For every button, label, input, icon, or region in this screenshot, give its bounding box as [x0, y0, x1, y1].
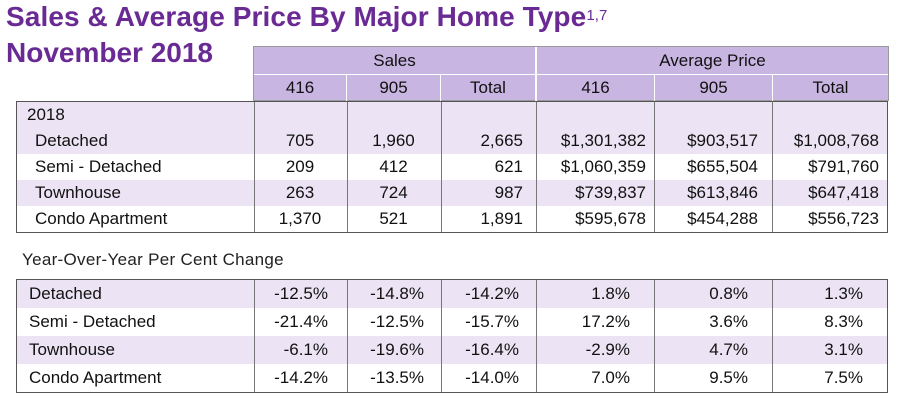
- cell-sales-905: 1,960: [372, 131, 415, 150]
- cell-sales-416: 705: [285, 131, 315, 150]
- cell-sales-905: -14.8%: [370, 284, 424, 303]
- cell-price-905: 4.7%: [709, 340, 748, 359]
- row-label: Semi - Detached: [35, 157, 162, 176]
- table-row: Townhouse -6.1% -19.6% -16.4% -2.9% 4.7%…: [17, 336, 887, 364]
- table-row: Condo Apartment -14.2% -13.5% -14.0% 7.0…: [17, 364, 887, 392]
- year-row: 2018: [17, 102, 887, 128]
- header-col-sales-total: Total: [470, 78, 506, 97]
- cell-price-total: $1,008,768: [793, 131, 879, 150]
- cell-price-416: 1.8%: [591, 284, 630, 303]
- page-subtitle: November 2018: [6, 37, 214, 68]
- cell-sales-total: -14.0%: [465, 368, 519, 387]
- cell-sales-905: -13.5%: [370, 368, 424, 387]
- cell-price-416: -2.9%: [585, 340, 630, 359]
- cell-price-416: $1,060,359: [560, 157, 646, 176]
- row-label: Semi - Detached: [29, 312, 156, 331]
- cell-sales-total: 1,891: [480, 209, 523, 228]
- page-title: Sales & Average Price By Major Home Type…: [6, 0, 607, 34]
- cell-price-905: 9.5%: [709, 368, 748, 387]
- cell-sales-total: -15.7%: [465, 312, 519, 331]
- title-footnote: 1,7: [586, 7, 608, 24]
- table-row: Condo Apartment 1,370 521 1,891 $595,678…: [17, 206, 887, 232]
- row-label: Detached: [29, 284, 102, 303]
- cell-price-905: 3.6%: [709, 312, 748, 331]
- cell-price-416: $595,678: [575, 209, 646, 228]
- title-text: Sales & Average Price By Major Home Type: [6, 1, 587, 32]
- yoy-section-title: Year-Over-Year Per Cent Change: [22, 250, 284, 269]
- cell-sales-416: -21.4%: [274, 312, 328, 331]
- cell-price-total: 1.3%: [824, 284, 863, 303]
- cell-sales-total: -14.2%: [465, 284, 519, 303]
- header-group-average-price: Average Price: [537, 47, 888, 75]
- cell-price-total: $556,723: [808, 209, 879, 228]
- cell-price-total: 3.1%: [824, 340, 863, 359]
- cell-sales-total: 987: [494, 183, 523, 202]
- sales-table: 2018 Detached 705 1,960 2,665 $1,301,382…: [16, 101, 888, 233]
- table-row: Detached -12.5% -14.8% -14.2% 1.8% 0.8% …: [17, 280, 887, 308]
- cell-sales-905: -19.6%: [370, 340, 424, 359]
- cell-price-416: $1,301,382: [560, 131, 646, 150]
- cell-sales-416: 1,370: [278, 209, 322, 228]
- cell-sales-416: 263: [285, 183, 315, 202]
- header-col-price-905: 905: [699, 78, 728, 97]
- row-label: Townhouse: [29, 340, 116, 359]
- cell-sales-416: -12.5%: [274, 284, 328, 303]
- cell-price-total: 8.3%: [824, 312, 863, 331]
- row-label: Condo Apartment: [35, 209, 168, 228]
- cell-price-905: $454,288: [687, 209, 758, 228]
- table-row: Detached 705 1,960 2,665 $1,301,382 $903…: [17, 128, 887, 154]
- header-col-sales-416: 416: [285, 78, 315, 97]
- cell-sales-416: -14.2%: [274, 368, 328, 387]
- cell-sales-905: 724: [379, 183, 408, 202]
- column-header: Sales Average Price 416 905 Total 416 90…: [253, 46, 889, 102]
- cell-sales-905: 521: [379, 209, 408, 228]
- cell-price-416: 17.2%: [581, 312, 630, 331]
- table-row: Townhouse 263 724 987 $739,837 $613,846 …: [17, 180, 887, 206]
- row-label: Condo Apartment: [29, 368, 162, 387]
- header-col-price-total: Total: [812, 78, 849, 97]
- cell-sales-total: 621: [494, 157, 523, 176]
- cell-price-905: $655,504: [687, 157, 758, 176]
- cell-price-total: 7.5%: [824, 368, 863, 387]
- year-label: 2018: [27, 105, 65, 124]
- cell-price-total: $791,760: [808, 157, 879, 176]
- cell-price-416: 7.0%: [591, 368, 630, 387]
- cell-sales-905: 412: [379, 157, 408, 176]
- cell-sales-905: -12.5%: [370, 312, 424, 331]
- row-label: Detached: [35, 131, 108, 150]
- cell-sales-total: 2,665: [480, 131, 523, 150]
- cell-price-905: $903,517: [687, 131, 758, 150]
- header-col-price-416: 416: [581, 78, 610, 97]
- cell-sales-416: 209: [285, 157, 315, 176]
- header-group-sales: Sales: [254, 47, 535, 75]
- row-label: Townhouse: [35, 183, 122, 202]
- cell-price-total: $647,418: [808, 183, 879, 202]
- cell-sales-total: -16.4%: [465, 340, 519, 359]
- table-row: Semi - Detached 209 412 621 $1,060,359 $…: [17, 154, 887, 180]
- yoy-table: Detached -12.5% -14.8% -14.2% 1.8% 0.8% …: [16, 279, 888, 393]
- table-row: Semi - Detached -21.4% -12.5% -15.7% 17.…: [17, 308, 887, 336]
- cell-price-416: $739,837: [575, 183, 646, 202]
- cell-sales-416: -6.1%: [283, 340, 328, 359]
- cell-price-905: 0.8%: [709, 284, 748, 303]
- header-col-sales-905: 905: [379, 78, 408, 97]
- cell-price-905: $613,846: [687, 183, 758, 202]
